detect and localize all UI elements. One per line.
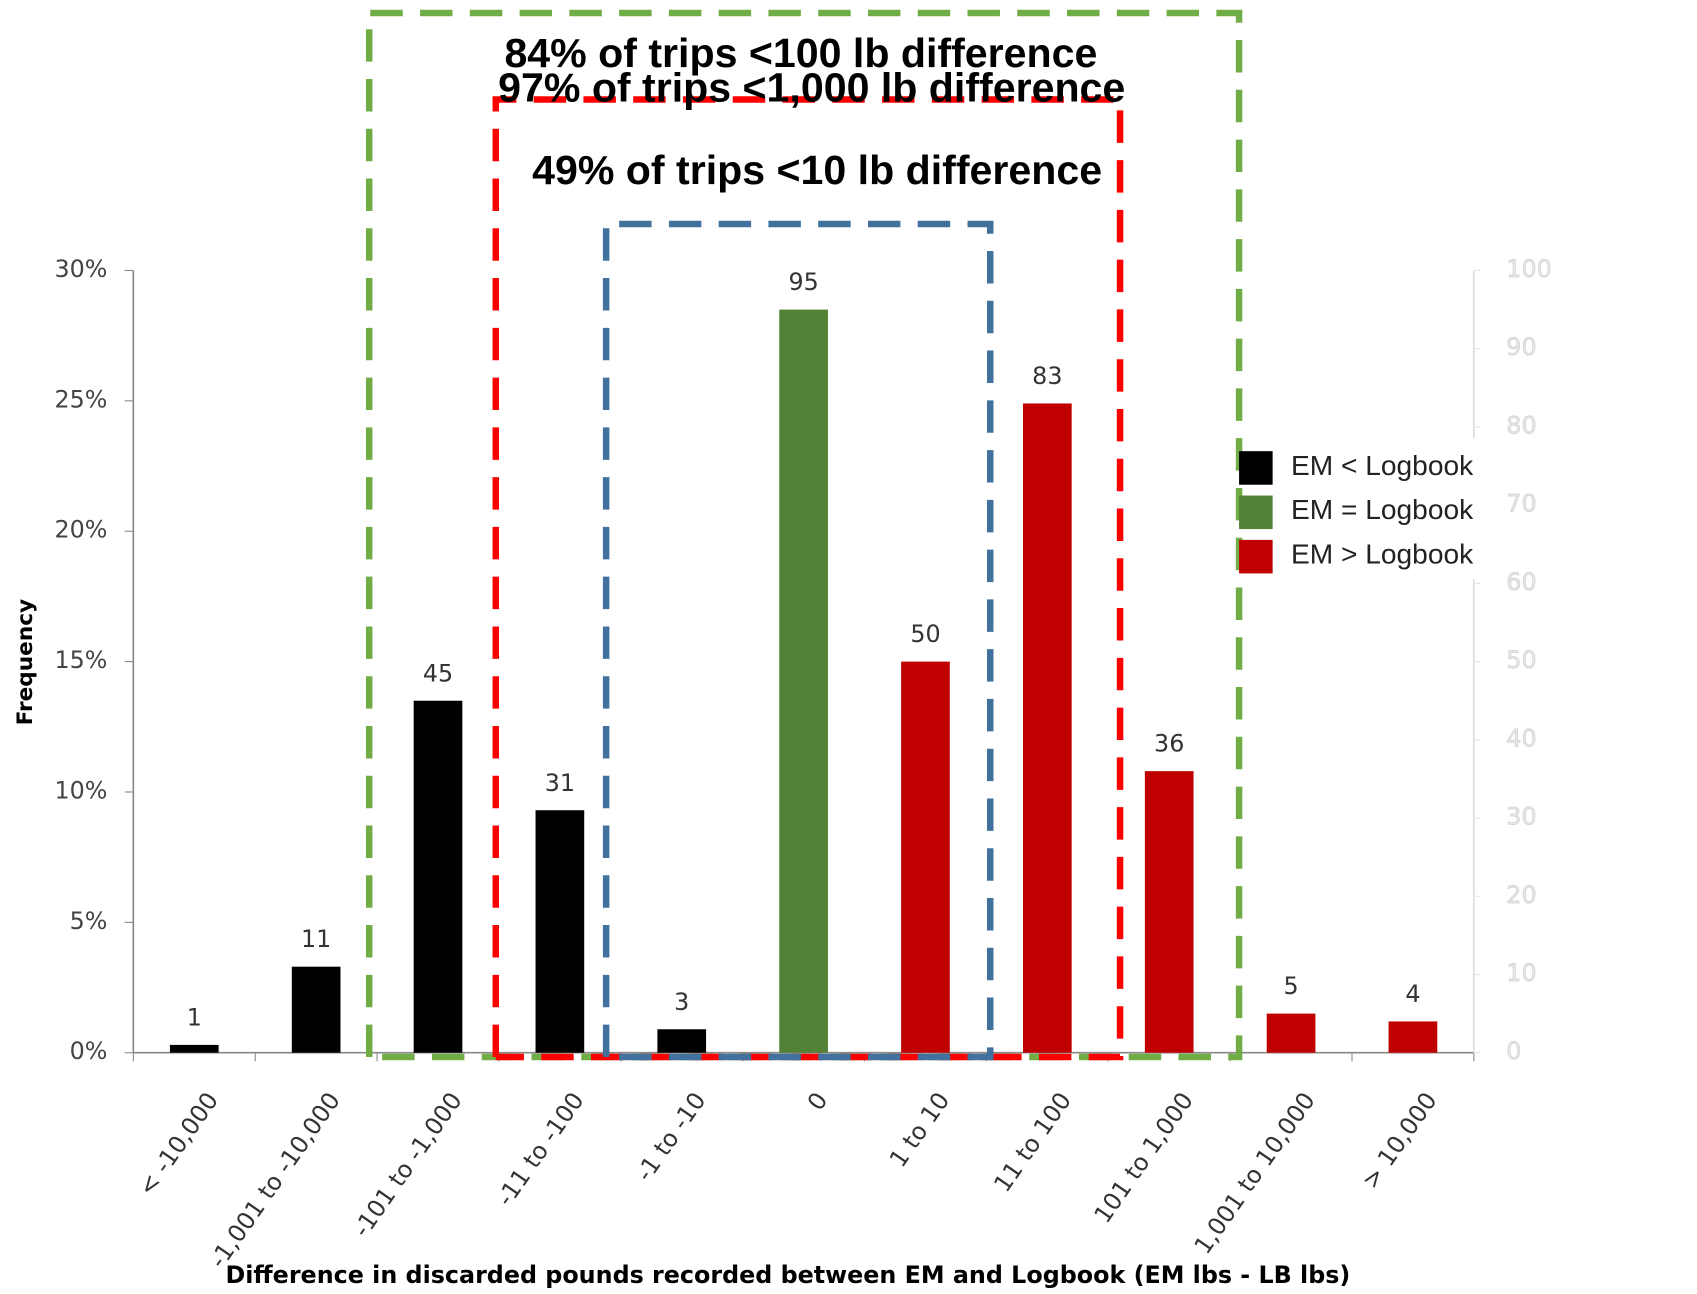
y2-tick-label: 90	[1506, 333, 1536, 361]
y2-tick-label: 50	[1506, 646, 1536, 674]
y-tick-label: 15%	[54, 646, 107, 674]
y-tick-label: 10%	[54, 776, 107, 804]
legend-swatch	[1239, 495, 1273, 530]
bar	[291, 966, 341, 1053]
legend-swatch	[1239, 451, 1273, 485]
data-label: 31	[545, 769, 575, 797]
y-tick-label: 5%	[70, 907, 108, 935]
y2-tick-label: 60	[1506, 568, 1536, 596]
y2-tick-label: 80	[1506, 411, 1536, 439]
legend-label: EM < Logbook	[1291, 450, 1474, 481]
legend-bg	[1244, 438, 1505, 579]
y-axis-title: Frequency	[13, 599, 38, 726]
y2-tick-label: 30	[1506, 803, 1536, 831]
y2-tick-label: 0	[1506, 1037, 1521, 1065]
data-label: 5	[1283, 972, 1298, 1000]
y2-tick-label: 70	[1506, 490, 1536, 518]
bar	[1144, 771, 1194, 1053]
x-axis-title: Difference in discarded pounds recorded …	[226, 1261, 1351, 1289]
legend-swatch	[1239, 539, 1273, 574]
legend-label: EM > Logbook	[1291, 539, 1474, 570]
y-tick-label: 0%	[70, 1037, 108, 1065]
bar	[1388, 1021, 1438, 1053]
bar	[1266, 1013, 1316, 1053]
bar	[901, 661, 950, 1053]
y2-tick-label: 10	[1506, 959, 1536, 987]
y2-tick-label: 40	[1506, 724, 1536, 752]
data-label: 95	[788, 268, 818, 296]
annotation: 49% of trips <10 lb difference	[532, 147, 1102, 193]
bar	[535, 810, 585, 1053]
y2-tick-label: 20	[1506, 881, 1536, 909]
data-label: 1	[187, 1003, 202, 1031]
y-tick-label: 25%	[54, 385, 107, 413]
data-label: 4	[1405, 980, 1420, 1008]
blue-box	[602, 220, 994, 1061]
data-label: 50	[910, 620, 940, 648]
red-box	[492, 96, 1124, 1061]
bar	[657, 1029, 707, 1053]
y2-tick-label: 100	[1506, 255, 1551, 283]
data-label: 36	[1154, 730, 1184, 758]
data-label: 83	[1032, 362, 1062, 390]
y-tick-label: 30%	[54, 255, 107, 283]
legend-label: EM = Logbook	[1291, 494, 1474, 525]
annotation: 97% of trips <1,000 lb difference	[498, 65, 1125, 111]
y-tick-label: 20%	[54, 516, 107, 544]
bar	[413, 700, 463, 1053]
data-label: 11	[301, 925, 331, 953]
annotation: 84% of trips <100 lb difference	[504, 30, 1097, 76]
bar	[1022, 403, 1072, 1053]
bar	[779, 309, 828, 1053]
data-label: 3	[674, 988, 689, 1016]
bar	[169, 1044, 219, 1053]
data-label: 45	[423, 659, 453, 687]
